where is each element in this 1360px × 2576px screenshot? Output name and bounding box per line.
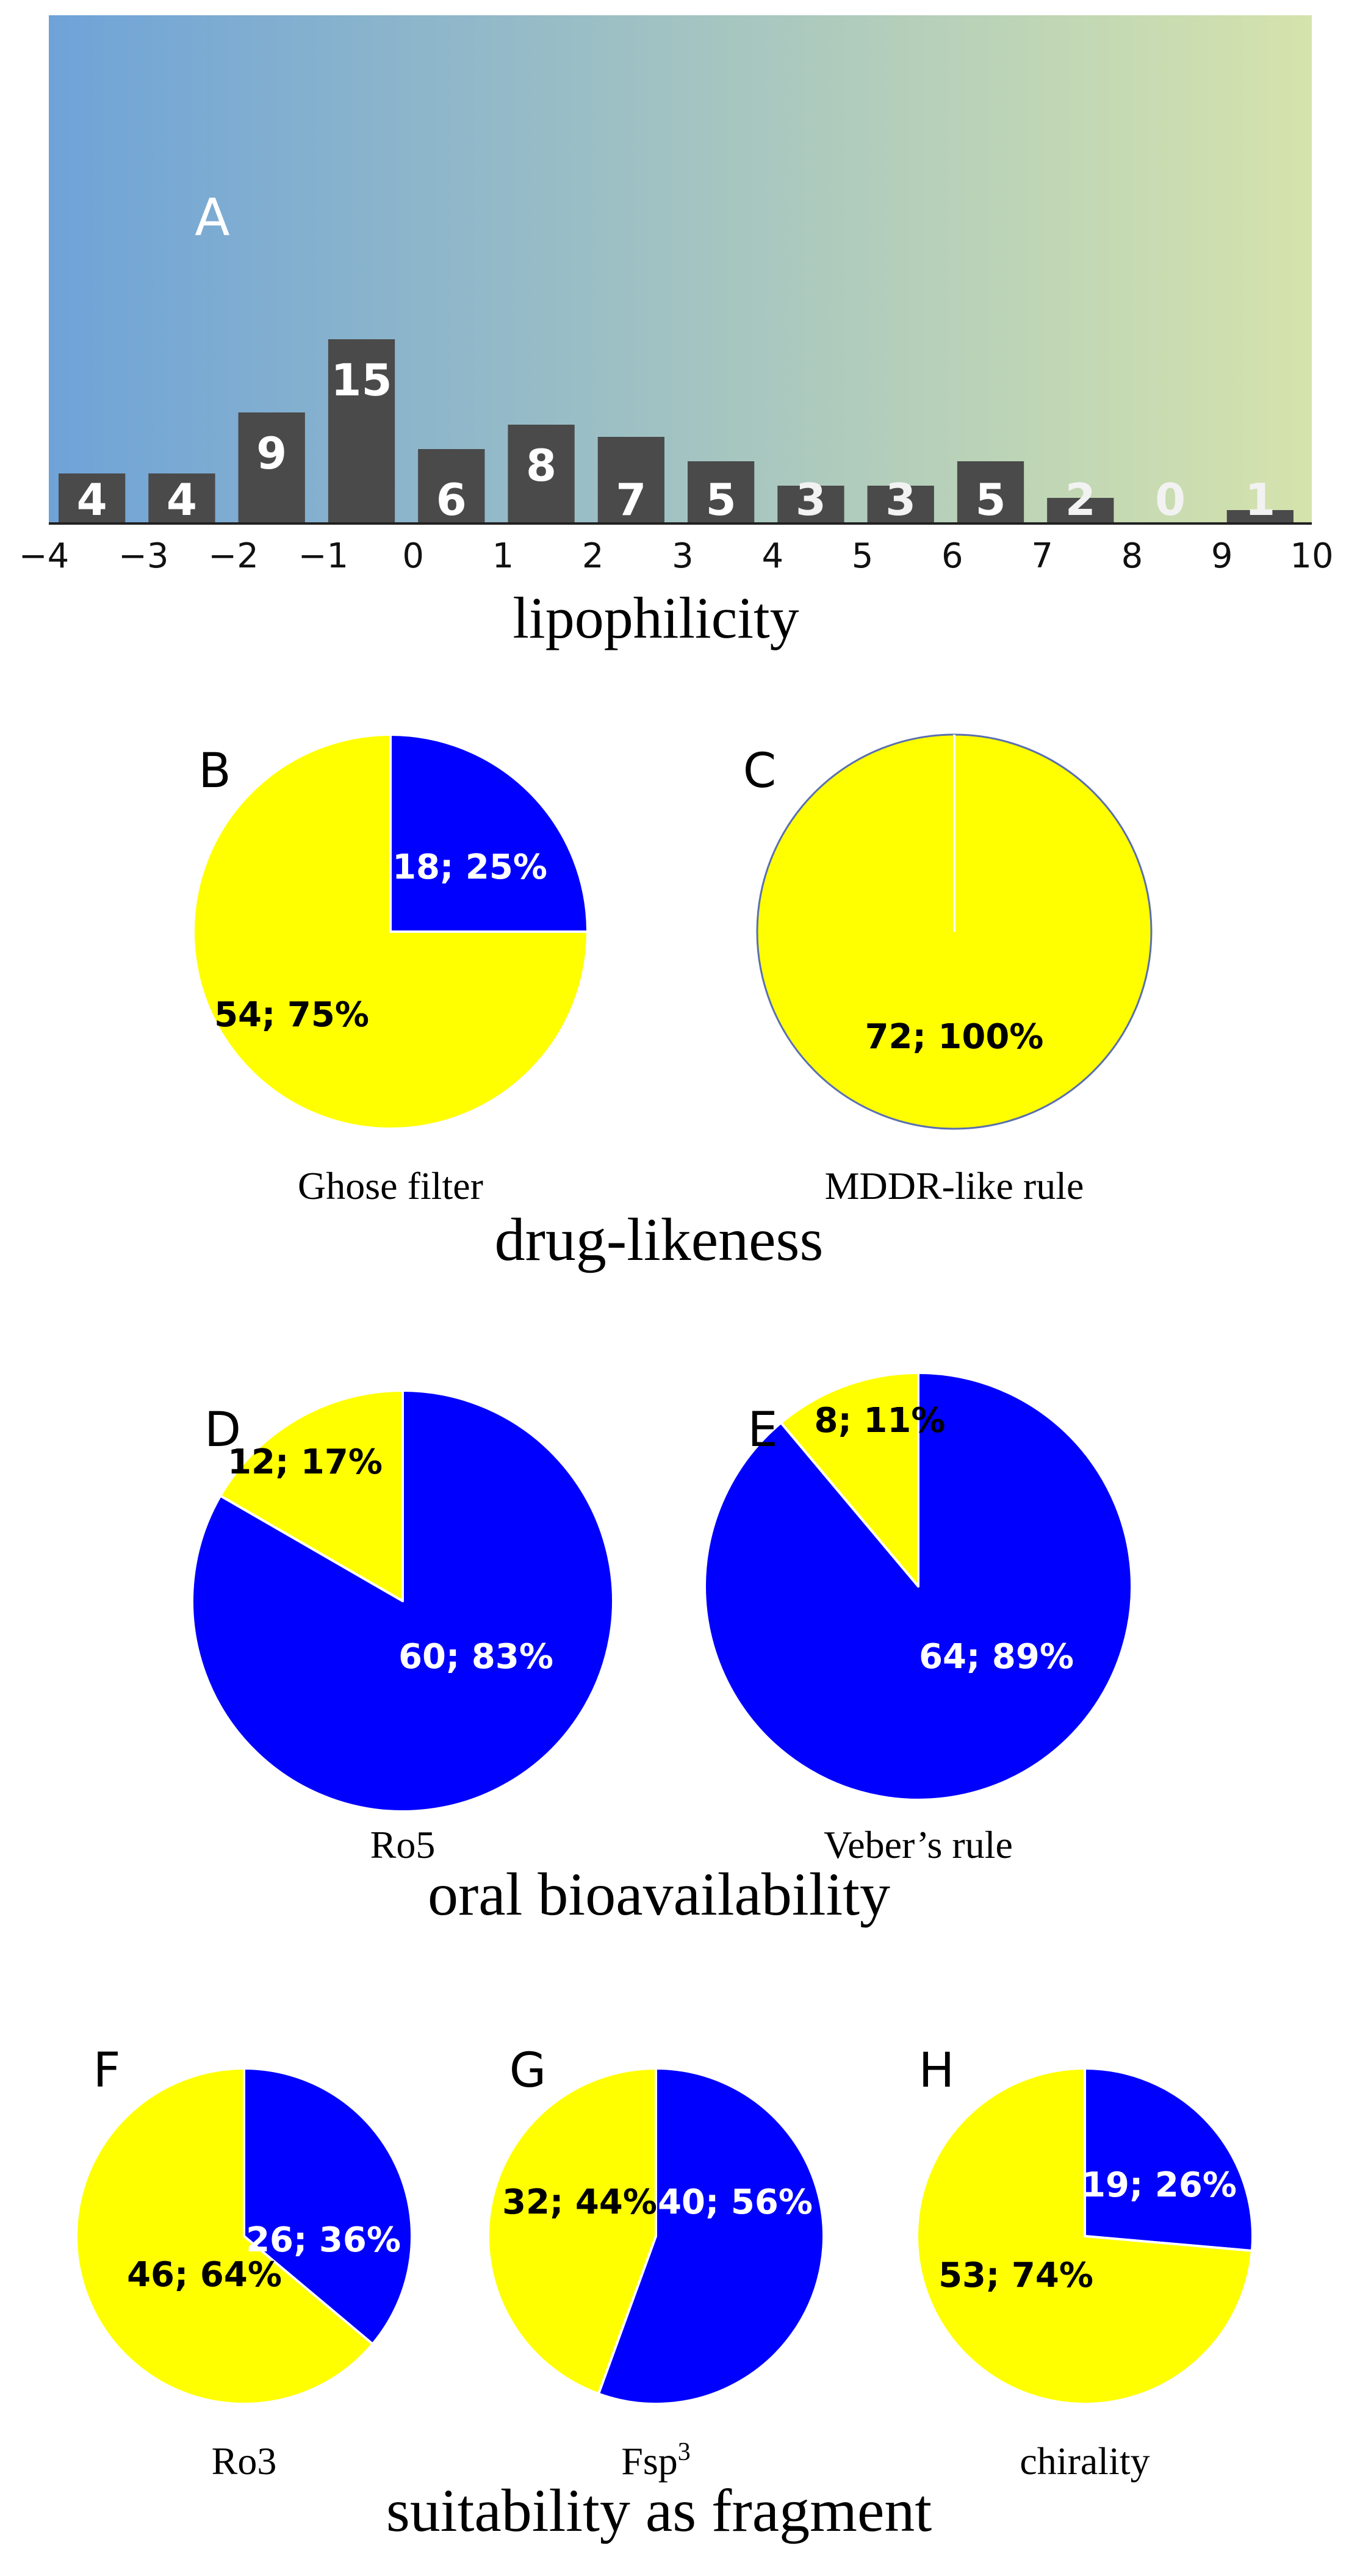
histogram-bar: [688, 461, 755, 522]
panel-label-h: H: [919, 2043, 955, 2098]
histogram-value-label: 5: [706, 474, 736, 525]
histogram-x-tick-label: 7: [1031, 536, 1053, 576]
pie-caption-b: Ghose filter: [298, 1164, 483, 1207]
histogram-bar: [59, 473, 126, 522]
histogram-bar: [1226, 510, 1293, 522]
histogram-value-label: 2: [1065, 474, 1096, 525]
pie-slice-fail: [487, 2067, 657, 2395]
pie-label-fail: 46; 64%: [127, 2255, 282, 2295]
pie-slice-fail: [75, 2067, 374, 2405]
pie-caption-h: chirality: [1020, 2439, 1150, 2483]
pie-label-pass: 26; 36%: [246, 2220, 401, 2260]
panel-label-b: B: [198, 744, 231, 799]
group-title-suitability-as-fragment: suitability as fragment: [386, 2477, 932, 2544]
pie-caption-c: MDDR-like rule: [825, 1164, 1084, 1207]
histogram-x-tick-label: 4: [761, 536, 783, 576]
pie-caption-f: Ro3: [212, 2439, 277, 2483]
pie-label-pass: 60; 83%: [398, 1637, 553, 1677]
panel-label-f: F: [93, 2043, 121, 2098]
histogram-bar: [1047, 498, 1114, 522]
histogram-gradient-background: [49, 15, 1312, 525]
pie-label-fail: 53; 74%: [938, 2256, 1093, 2295]
pie-panel-e: 64; 89% 8; 11% E Veber’s rule: [703, 1372, 1133, 1866]
pie-slice-fail: [192, 733, 589, 1130]
histogram-value-label: 3: [885, 474, 916, 525]
pie-panel-d: 60; 83% 12; 17%D Ro5: [191, 1389, 614, 1866]
histogram-bar: [328, 339, 395, 522]
histogram-x-tick-label: 8: [1121, 536, 1143, 576]
pie-caption-g: Fsp3: [621, 2438, 691, 2483]
histogram-value-label: 1: [1245, 474, 1275, 525]
histogram-value-labels: 4 4 9 15 6 8 7 5 3 3 5 2 0 1: [77, 354, 1276, 525]
histogram-x-tick-label: 5: [852, 536, 874, 576]
pie-slice-fail: [780, 1372, 919, 1588]
pie-panel-f: 26; 36%46; 64% F Ro3: [75, 2043, 413, 2483]
histogram-bar: [148, 473, 215, 522]
histogram-x-axis-label: lipophilicity: [513, 585, 799, 650]
panel-label-d: D: [204, 1403, 241, 1458]
histogram-bar: [957, 461, 1024, 522]
histogram-value-label: 5: [975, 474, 1006, 525]
histogram-x-tick-label: 10: [1290, 536, 1333, 576]
histogram-value-label: 7: [616, 474, 646, 525]
pie-slice-pass: [389, 733, 589, 933]
histogram-value-label: 4: [77, 474, 107, 525]
histogram-x-tick-label: 0: [402, 536, 424, 576]
histogram-x-tick-label: 3: [672, 536, 694, 576]
histogram-x-tick-label: −2: [208, 536, 259, 576]
histogram-value-label: 4: [167, 474, 197, 525]
pie-label-pass: 19; 26%: [1082, 2165, 1237, 2205]
panel-label-e: E: [747, 1403, 777, 1458]
pie-panel-b: 18; 25% 54; 75% B Ghose filter: [192, 733, 589, 1207]
histogram-value-label: 0: [1155, 474, 1186, 525]
histogram-x-tick-label: 9: [1211, 536, 1233, 576]
histogram-value-label: 3: [796, 474, 826, 525]
pie-label-pass: 18; 25%: [392, 847, 547, 887]
pie-slice-pass: [597, 2067, 825, 2405]
pie-label-fail: 54; 75%: [214, 995, 369, 1035]
histogram-bar: [867, 486, 934, 522]
pie-slice-pass: [1084, 2067, 1254, 2252]
group-title-drug-likeness: drug-likeness: [495, 1206, 824, 1273]
pie-panel-g: 40; 56%32; 44% G Fsp3: [487, 2043, 825, 2483]
pie-slice-fail: [219, 1389, 404, 1602]
histogram-x-tick-label: −1: [298, 536, 349, 576]
histogram-bar: [508, 425, 575, 522]
pie-label-fail: 72; 100%: [865, 1017, 1044, 1057]
pie-label-fail: 12; 17%: [228, 1442, 383, 1482]
histogram-bar: [597, 437, 664, 522]
pie-caption-e: Veber’s rule: [824, 1823, 1013, 1866]
histogram-value-label: 15: [331, 354, 392, 406]
pie-charts: 18; 25% 54; 75% B Ghose filter 72; 100% C MDDR…: [75, 733, 1254, 2483]
pie-label-fail: 32; 44%: [502, 2182, 657, 2222]
pie-slice-fail: [916, 2067, 1253, 2405]
histogram-x-tick-label: 6: [941, 536, 963, 576]
histogram-bars: [59, 339, 1293, 522]
panel-label-g: G: [509, 2043, 546, 2098]
histogram-bar: [418, 449, 485, 522]
pie-slice-pass: [243, 2067, 413, 2345]
panel-label-a: A: [195, 187, 229, 247]
histogram-x-tick-label: −3: [118, 536, 169, 576]
group-title-oral-bioavailability: oral bioavailability: [428, 1860, 890, 1928]
pie-label-pass: 40; 56%: [658, 2182, 813, 2222]
histogram-bar: [777, 486, 844, 522]
histogram-value-label: 8: [526, 440, 556, 491]
histogram-x-tick-label: 2: [582, 536, 604, 576]
histogram-x-tick-labels: −4 −3 −2 −1 0 1 2 3 4 5 6 7 8 9 10: [19, 536, 1334, 576]
histogram-x-tick-label: −4: [19, 536, 70, 576]
panel-label-c: C: [743, 744, 776, 799]
histogram-bar: [238, 412, 305, 522]
pie-panel-c: 72; 100% C MDDR-like rule: [743, 733, 1153, 1207]
histogram-x-tick-label: 1: [492, 536, 514, 576]
histogram-value-label: 6: [436, 474, 467, 525]
pie-label-pass: 64; 89%: [919, 1637, 1074, 1677]
pie-caption-d: Ro5: [370, 1823, 436, 1866]
histogram-value-label: 9: [256, 428, 287, 479]
pie-label-fail: 8; 11%: [815, 1401, 946, 1441]
